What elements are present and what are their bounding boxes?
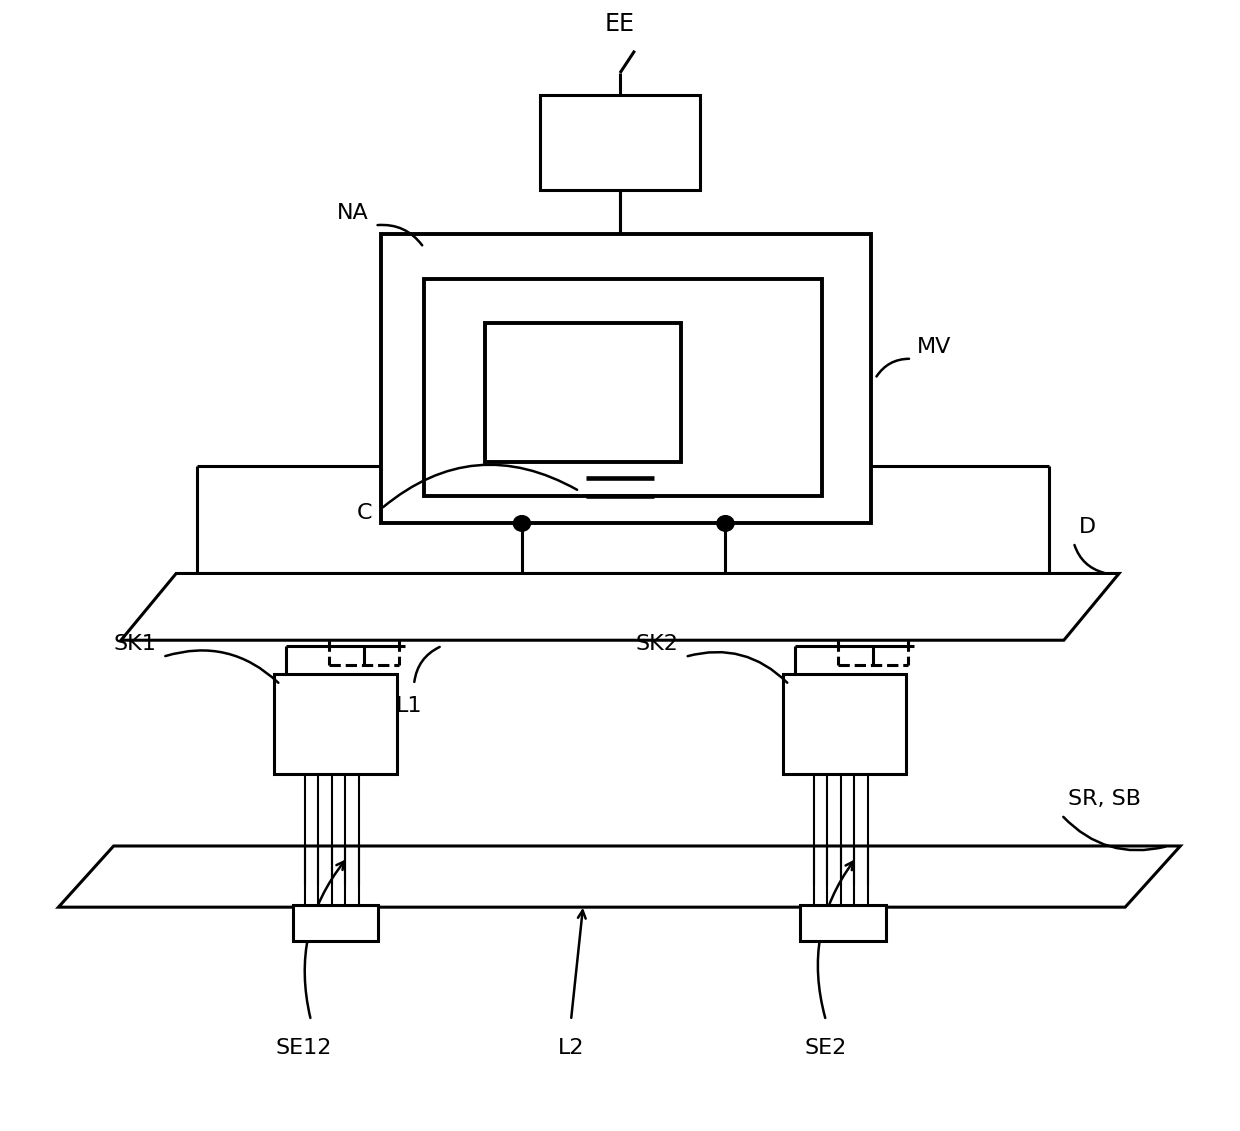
Bar [424,278,822,495]
Polygon shape [58,846,1180,907]
Text: SE12: SE12 [275,1038,332,1059]
Bar [293,905,378,941]
Text: SK1: SK1 [114,633,156,654]
Bar [800,905,887,941]
FancyArrowPatch shape [383,465,577,507]
FancyArrowPatch shape [1075,545,1104,572]
Bar [274,674,397,774]
FancyArrowPatch shape [414,647,440,682]
Text: SR, SB: SR, SB [1068,789,1141,810]
Circle shape [717,516,734,532]
Bar [541,95,699,190]
Text: C: C [357,503,372,524]
Text: NA: NA [337,204,368,223]
Bar [381,234,872,524]
Text: D: D [1079,517,1096,537]
FancyArrowPatch shape [688,653,787,683]
FancyArrowPatch shape [1064,817,1166,851]
Bar [485,323,681,463]
Bar [784,674,905,774]
Text: L1: L1 [396,696,423,716]
FancyArrowPatch shape [377,225,422,245]
Polygon shape [122,573,1118,640]
Text: EE: EE [605,12,635,36]
Text: SE2: SE2 [805,1038,847,1059]
Text: SK2: SK2 [636,633,678,654]
Text: L2: L2 [558,1038,584,1059]
Circle shape [513,516,531,532]
Text: MV: MV [916,337,951,356]
FancyArrowPatch shape [877,359,909,377]
FancyArrowPatch shape [165,650,278,683]
